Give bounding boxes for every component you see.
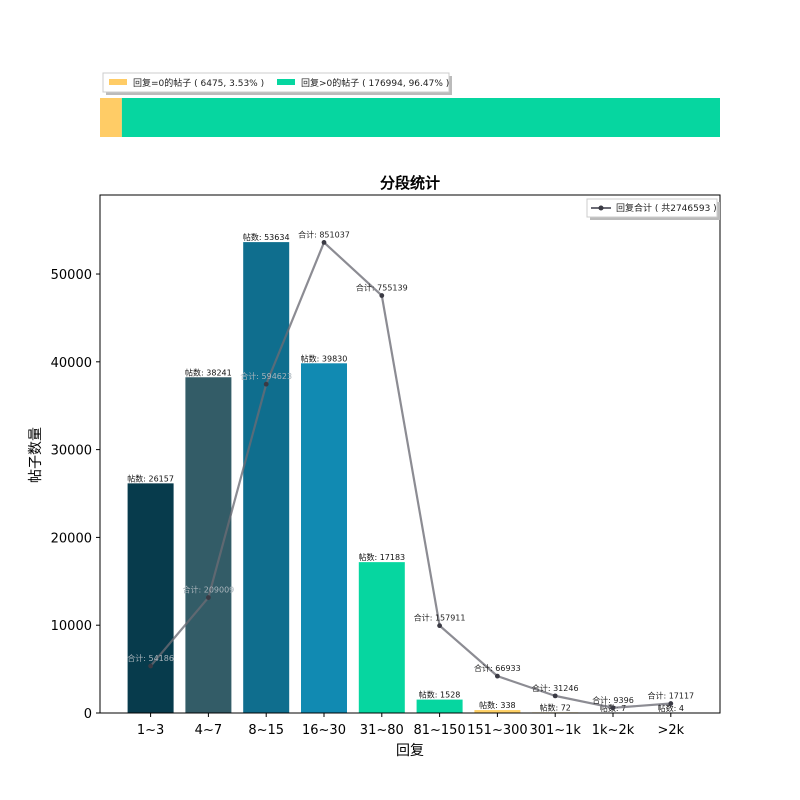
line-point [437, 623, 442, 629]
x-tick-label: 1k~2k [592, 723, 635, 738]
line-value-label: 合计: 54186 [127, 653, 174, 663]
line-value-label: 合计: 209009 [183, 585, 235, 595]
line-value-label: 合计: 66933 [474, 663, 521, 673]
x-tick-label: 16~30 [302, 723, 346, 738]
line-legend-marker [598, 205, 604, 211]
line-value-label: 合计: 31246 [532, 683, 579, 693]
x-tick-label: 151~300 [467, 723, 528, 738]
y-tick-label: 10000 [51, 619, 92, 634]
bar [416, 699, 463, 713]
bar [474, 710, 521, 713]
y-tick-label: 50000 [51, 268, 92, 283]
bar [301, 363, 347, 713]
legend-label-nonzero: 回复>0的帖子 ( 176994, 96.47% ) [301, 77, 449, 89]
line-value-label: 合计: 17117 [647, 691, 694, 701]
x-tick-label: >2k [657, 723, 684, 738]
bar-value-label: 帖数: 4 [658, 703, 684, 713]
x-tick-label: 1~3 [137, 723, 164, 738]
x-tick-label: 4~7 [195, 723, 222, 738]
x-tick-label: 31~80 [360, 723, 404, 738]
bar-value-label: 帖数: 17183 [358, 552, 405, 562]
segment-chart: 分段统计 帖数: 26157 帖数: 38241 帖数: 53634 帖数: 3983… [28, 174, 721, 759]
total-line [149, 241, 671, 709]
line-group: 合计: 54186 合计: 209009 合计: 594623 合计: 851037 合… [127, 229, 694, 711]
y-axis-label: 帖子数量 [28, 427, 44, 483]
reply-ratio-chart: 回复=0的帖子 ( 6475, 3.53% ) 回复>0的帖子 ( 176994… [100, 72, 720, 137]
x-axis: 1~3 4~7 8~15 16~30 31~80 81~150 151~300 301~1k 1… [137, 713, 685, 738]
bar [185, 377, 232, 713]
bars-group: 帖数: 26157 帖数: 38241 帖数: 53634 帖数: 39830 帖数: … [127, 232, 694, 714]
legend-swatch-zero [109, 79, 127, 85]
line-point [263, 381, 269, 387]
line-point [668, 701, 674, 706]
legend-swatch-nonzero [277, 79, 295, 85]
bar-value-label: 帖数: 1528 [419, 690, 461, 700]
bar-value-label: 帖数: 39830 [301, 353, 348, 363]
line-value-label: 合计: 9396 [592, 695, 634, 705]
line-value-label: 合计: 594623 [240, 371, 292, 381]
y-tick-label: 30000 [51, 444, 92, 459]
legend-frame [102, 72, 450, 93]
ratio-segment-zero [100, 98, 122, 137]
plot-frame [99, 194, 721, 714]
bar [243, 242, 290, 714]
x-tick-label: 301~1k [529, 723, 581, 738]
bar-value-label: 帖数: 53634 [243, 232, 290, 242]
line-point [379, 293, 385, 298]
line-legend-label: 回复合计 ( 共2746593 ) [616, 202, 717, 214]
x-tick-label: 81~150 [413, 723, 465, 738]
ratio-legend: 回复=0的帖子 ( 6475, 3.53% ) 回复>0的帖子 ( 176994… [102, 72, 452, 95]
x-tick-label: 8~15 [248, 723, 284, 738]
line-point [495, 673, 500, 679]
legend-label-zero: 回复=0的帖子 ( 6475, 3.53% ) [133, 77, 264, 89]
x-axis-label: 回复 [396, 742, 424, 759]
bar-value-label: 帖数: 38241 [185, 367, 232, 377]
line-legend-frame [586, 198, 718, 218]
bar-value-label: 帖数: 26157 [127, 473, 174, 483]
line-point [321, 240, 327, 245]
line-point [148, 663, 154, 669]
line-value-label: 合计: 157911 [414, 613, 466, 623]
y-tick-label: 0 [84, 707, 92, 722]
line-legend: 回复合计 ( 共2746593 ) [586, 198, 720, 220]
line-point [552, 693, 558, 699]
y-axis: 0 10000 20000 30000 40000 50000 [51, 268, 100, 722]
bar [127, 483, 174, 713]
y-tick-label: 40000 [51, 356, 92, 371]
bar-value-label: 帖数: 338 [479, 700, 516, 710]
line-point [610, 705, 616, 711]
bar-value-label: 帖数: 72 [539, 702, 570, 712]
line-point [206, 595, 211, 600]
ratio-segment-nonzero [121, 98, 720, 137]
line-value-label: 合计: 755139 [356, 283, 408, 293]
chart-title: 分段统计 [380, 174, 440, 192]
bar [358, 562, 405, 713]
line-value-label: 合计: 851037 [298, 229, 350, 239]
y-tick-label: 20000 [51, 531, 92, 546]
